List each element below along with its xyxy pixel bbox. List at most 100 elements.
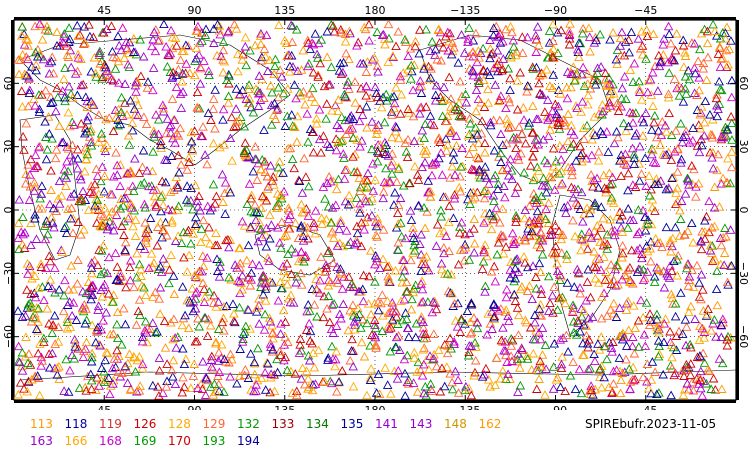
observation-triangle: [168, 355, 179, 365]
legend-item: 133: [271, 417, 295, 431]
observation-triangle: [59, 386, 69, 395]
observation-triangle: [629, 348, 640, 358]
observation-triangle: [46, 185, 56, 194]
observation-triangle: [574, 52, 584, 62]
observation-triangle: [268, 110, 279, 119]
observation-triangle: [450, 170, 460, 179]
observation-triangle: [99, 267, 109, 276]
observation-triangle: [628, 301, 639, 310]
observation-triangle: [300, 379, 310, 389]
observation-triangle: [41, 154, 52, 164]
observation-triangle: [547, 83, 558, 93]
observation-triangle: [547, 229, 557, 239]
observation-triangle: [303, 181, 314, 191]
left-lat-label: 30: [2, 140, 15, 154]
observation-triangle: [388, 51, 398, 60]
observation-triangle: [206, 355, 217, 364]
observation-triangle: [37, 90, 47, 99]
observation-triangle: [650, 233, 661, 243]
observation-triangle: [633, 264, 644, 274]
observation-triangle: [178, 69, 188, 78]
observation-triangle: [97, 72, 108, 81]
observation-triangle: [108, 225, 119, 235]
observation-triangle: [323, 80, 334, 89]
observation-triangle: [647, 202, 658, 212]
observation-triangle: [51, 145, 62, 154]
observation-triangle: [681, 89, 691, 98]
observation-triangle: [574, 364, 585, 374]
observation-triangle: [101, 307, 111, 317]
observation-triangle: [648, 157, 659, 167]
observation-triangle: [640, 225, 651, 235]
observation-triangle: [669, 370, 679, 380]
observation-triangle: [92, 171, 103, 180]
observation-triangle: [229, 308, 239, 318]
observation-triangle: [537, 362, 547, 371]
observation-triangle: [161, 382, 172, 391]
observation-triangle: [573, 47, 584, 56]
observation-triangle: [96, 363, 107, 372]
observation-triangle: [416, 279, 426, 288]
observation-triangle: [572, 264, 583, 274]
observation-triangle: [629, 159, 640, 168]
observation-triangle: [136, 71, 146, 80]
observation-triangle: [515, 380, 526, 390]
observation-triangle: [101, 114, 111, 124]
observation-triangle: [687, 377, 697, 387]
observation-triangle: [425, 119, 436, 128]
observation-triangle: [378, 310, 388, 320]
observation-triangle: [491, 203, 502, 213]
observation-triangle: [380, 39, 390, 49]
observation-triangle: [515, 67, 525, 77]
observation-triangle: [680, 47, 690, 57]
observation-triangle: [177, 46, 188, 56]
observation-triangle: [584, 227, 594, 237]
observation-triangle: [638, 372, 648, 382]
observation-triangle: [94, 48, 105, 57]
observation-triangle: [446, 94, 456, 103]
observation-triangle: [140, 316, 151, 326]
observation-triangle: [260, 284, 271, 293]
observation-triangle: [267, 87, 277, 97]
observation-triangle: [695, 351, 705, 360]
observation-triangle: [110, 248, 121, 258]
observation-triangle: [517, 129, 527, 139]
observation-triangle: [480, 170, 490, 180]
observation-triangle: [138, 51, 149, 61]
observation-triangle: [688, 123, 698, 132]
observation-triangle: [322, 26, 332, 36]
observation-triangle: [283, 203, 294, 212]
observation-triangle: [37, 282, 48, 291]
observation-triangle: [261, 241, 272, 251]
observation-triangle: [282, 279, 293, 289]
observation-triangle: [303, 61, 313, 71]
observation-triangle: [268, 333, 278, 343]
observation-triangle: [295, 334, 306, 343]
observation-triangle: [379, 177, 390, 187]
observation-triangle: [101, 66, 112, 76]
observation-triangle: [372, 156, 383, 166]
observation-triangle: [339, 89, 350, 99]
observation-triangle: [341, 129, 352, 139]
observation-triangle: [234, 302, 245, 312]
observation-triangle: [249, 386, 259, 396]
observation-triangle: [390, 187, 400, 197]
observation-triangle: [131, 87, 141, 96]
observation-triangle: [299, 153, 309, 163]
observation-triangle: [200, 232, 211, 242]
observation-triangle: [47, 328, 57, 337]
observation-triangle: [40, 85, 51, 95]
observation-triangle: [642, 31, 653, 41]
observation-triangle: [171, 172, 182, 182]
observation-triangle: [129, 186, 139, 195]
observation-triangle: [725, 261, 735, 271]
observation-triangle: [543, 115, 553, 124]
observation-triangle: [364, 35, 374, 45]
observation-triangle: [125, 385, 136, 394]
observation-triangle: [505, 374, 515, 383]
observation-triangle: [117, 339, 127, 349]
observation-triangle: [180, 310, 190, 320]
observation-triangle: [80, 38, 90, 47]
observation-triangle: [382, 262, 393, 271]
observation-triangle: [451, 131, 462, 140]
